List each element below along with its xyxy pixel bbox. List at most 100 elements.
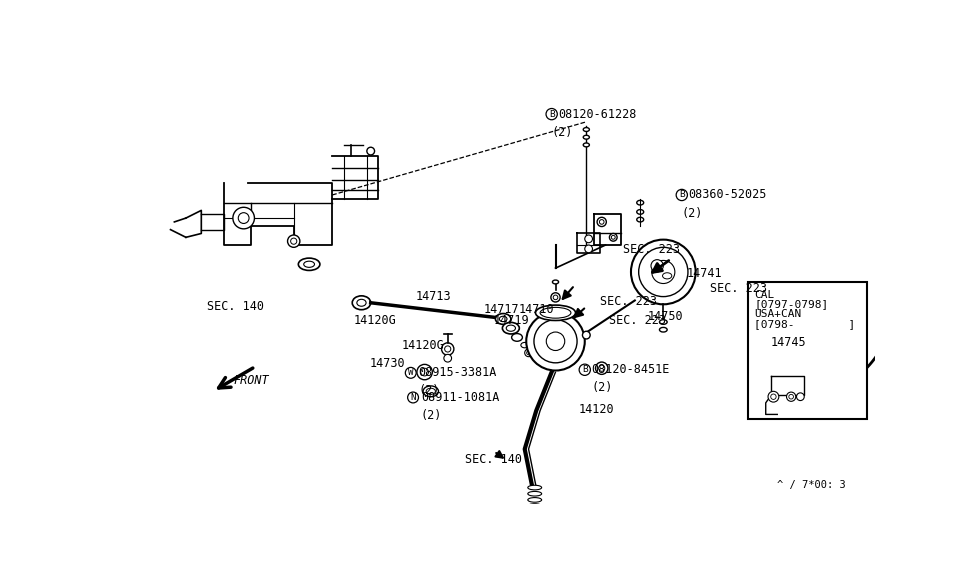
Ellipse shape <box>583 127 590 131</box>
Circle shape <box>585 235 593 243</box>
Ellipse shape <box>512 333 523 341</box>
Ellipse shape <box>527 510 542 514</box>
Ellipse shape <box>553 280 559 284</box>
Circle shape <box>787 392 796 401</box>
Ellipse shape <box>659 327 667 332</box>
Text: SEC. 223: SEC. 223 <box>622 243 680 256</box>
Ellipse shape <box>499 316 507 321</box>
Text: ^ / 7*00: 3: ^ / 7*00: 3 <box>777 480 846 490</box>
Circle shape <box>421 368 428 376</box>
Text: SEC. 223: SEC. 223 <box>601 295 657 308</box>
Circle shape <box>238 213 249 224</box>
Text: 14717: 14717 <box>484 303 520 316</box>
Ellipse shape <box>521 342 528 348</box>
Text: CAL: CAL <box>755 290 774 299</box>
Circle shape <box>525 349 532 357</box>
Circle shape <box>551 293 560 302</box>
Text: B: B <box>549 110 555 119</box>
Circle shape <box>233 207 254 229</box>
Ellipse shape <box>352 296 370 310</box>
Text: 14750: 14750 <box>648 311 683 324</box>
Circle shape <box>596 362 607 374</box>
Ellipse shape <box>527 485 542 490</box>
Ellipse shape <box>298 258 320 271</box>
Text: SEC. 140: SEC. 140 <box>465 453 522 466</box>
Circle shape <box>651 260 663 272</box>
Circle shape <box>585 245 593 253</box>
Text: 08915-3381A: 08915-3381A <box>418 366 497 379</box>
Circle shape <box>553 295 558 299</box>
Text: 14120G: 14120G <box>402 339 445 352</box>
Circle shape <box>546 332 565 350</box>
Circle shape <box>631 239 695 305</box>
Ellipse shape <box>527 491 542 496</box>
Ellipse shape <box>583 135 590 139</box>
Ellipse shape <box>304 261 315 267</box>
Circle shape <box>582 331 590 339</box>
Circle shape <box>291 238 296 245</box>
Circle shape <box>599 365 604 371</box>
Text: N: N <box>410 393 416 402</box>
Text: 14120G: 14120G <box>354 314 397 327</box>
Text: 14719: 14719 <box>494 314 529 327</box>
Circle shape <box>367 147 374 155</box>
Circle shape <box>417 365 432 380</box>
Ellipse shape <box>506 325 516 331</box>
Text: [0798-        ]: [0798- ] <box>755 319 855 329</box>
Text: SEC. 223: SEC. 223 <box>710 282 766 295</box>
Text: 14730: 14730 <box>370 357 405 370</box>
Ellipse shape <box>527 498 542 502</box>
Ellipse shape <box>637 200 644 205</box>
Circle shape <box>526 351 530 355</box>
Circle shape <box>442 343 454 355</box>
Text: 14710: 14710 <box>519 303 554 316</box>
Text: 08120-8451E: 08120-8451E <box>592 363 670 376</box>
Text: 14713: 14713 <box>415 290 451 303</box>
Ellipse shape <box>527 516 542 521</box>
Ellipse shape <box>583 143 590 147</box>
Text: FRONT: FRONT <box>234 374 269 387</box>
Ellipse shape <box>659 320 667 324</box>
Text: (2): (2) <box>682 207 703 220</box>
Ellipse shape <box>502 323 520 334</box>
Ellipse shape <box>423 386 439 397</box>
Text: B: B <box>582 365 588 374</box>
Ellipse shape <box>637 209 644 214</box>
Circle shape <box>444 354 451 362</box>
Text: (2): (2) <box>418 384 440 397</box>
Circle shape <box>611 235 615 239</box>
Ellipse shape <box>426 388 436 395</box>
Text: (2): (2) <box>592 381 613 395</box>
Text: SEC. 223: SEC. 223 <box>609 314 667 327</box>
Text: (2): (2) <box>421 409 442 422</box>
Text: 14120: 14120 <box>578 403 614 416</box>
Circle shape <box>639 247 688 297</box>
Circle shape <box>768 391 779 402</box>
Text: 14741: 14741 <box>686 267 722 280</box>
Text: 08360-52025: 08360-52025 <box>688 188 767 201</box>
Text: 08911-1081A: 08911-1081A <box>421 391 499 404</box>
Circle shape <box>597 217 606 226</box>
Text: 14745: 14745 <box>771 336 806 349</box>
Ellipse shape <box>535 305 575 320</box>
Circle shape <box>770 394 776 400</box>
Ellipse shape <box>495 314 511 324</box>
Text: B: B <box>679 191 684 199</box>
Circle shape <box>797 393 804 401</box>
Circle shape <box>445 346 450 352</box>
Ellipse shape <box>637 217 644 222</box>
Bar <box>748 282 868 419</box>
Circle shape <box>288 235 300 247</box>
Ellipse shape <box>540 307 571 318</box>
Text: W: W <box>408 368 413 378</box>
Ellipse shape <box>527 504 542 508</box>
Circle shape <box>651 260 675 284</box>
Circle shape <box>789 395 794 399</box>
Ellipse shape <box>357 299 366 306</box>
Circle shape <box>609 233 617 241</box>
Text: SEC. 140: SEC. 140 <box>208 301 264 314</box>
Circle shape <box>600 220 604 224</box>
Circle shape <box>526 312 585 371</box>
Circle shape <box>534 320 577 363</box>
Ellipse shape <box>663 273 672 279</box>
